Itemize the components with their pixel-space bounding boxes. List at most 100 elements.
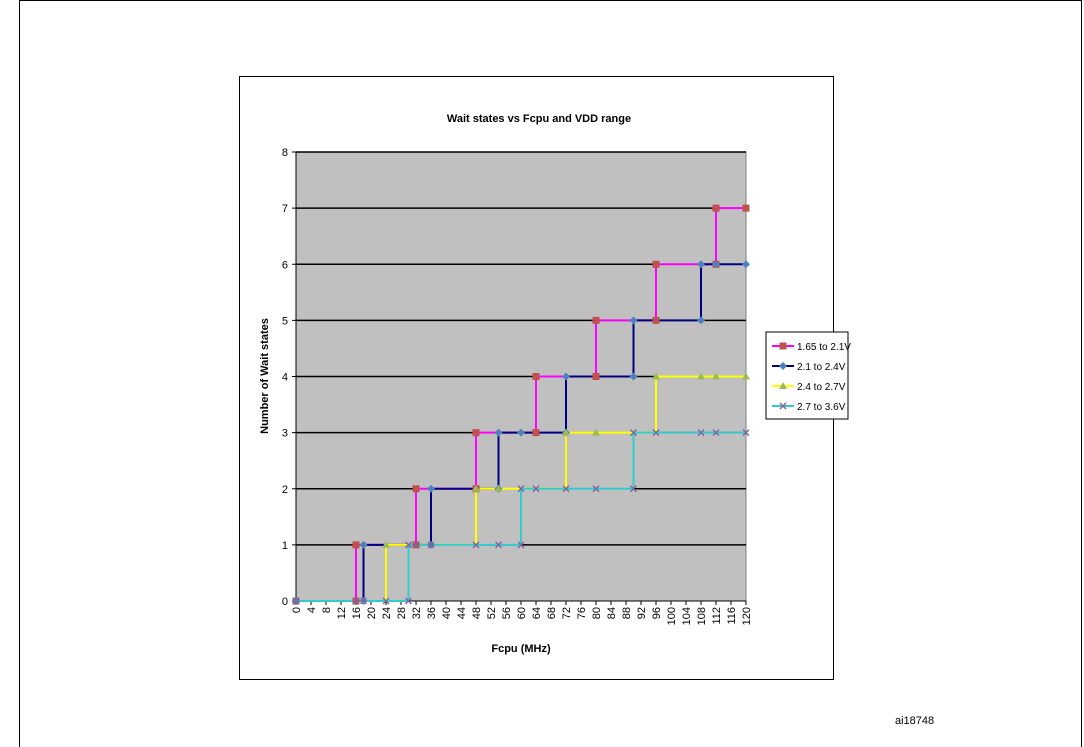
series-3-point (472, 541, 480, 549)
legend-marker-2 (779, 382, 787, 389)
series-2-point (382, 540, 390, 548)
x-tick-label: 4 (306, 607, 318, 613)
x-tick-label: 28 (396, 607, 408, 619)
series-1-point (629, 316, 638, 325)
x-tick-label: 108 (696, 607, 708, 625)
x-tick-label: 96 (651, 607, 663, 619)
series-3-point (712, 429, 720, 437)
legend-marker-1 (779, 362, 787, 370)
y-axis-label: Number of Wait states (259, 318, 271, 434)
x-tick-label: 44 (456, 607, 468, 619)
series-3-point (404, 597, 413, 605)
chart-title: Wait states vs Fcpu and VDD range (447, 113, 631, 125)
x-tick-label: 40 (441, 607, 453, 619)
series-line-1 (296, 263, 746, 602)
y-tick-label: 5 (282, 315, 288, 327)
x-tick-label: 112 (711, 607, 723, 625)
series-1-point (697, 260, 705, 269)
legend-marker-3 (779, 402, 787, 410)
x-tick-label: 88 (621, 607, 633, 619)
x-tick-label: 24 (381, 607, 393, 619)
series-1-point (562, 372, 570, 381)
y-tick-label: 7 (282, 203, 288, 215)
series-3-point (292, 597, 300, 605)
legend-marker-0 (779, 342, 787, 350)
series-1-point (494, 428, 503, 437)
series-0-point (532, 429, 540, 437)
x-tick-label: 84 (606, 607, 618, 619)
series-0-point (652, 260, 660, 268)
series-3-point (629, 429, 638, 437)
x-tick-label: 0 (291, 607, 303, 613)
x-tick-label: 92 (636, 607, 648, 619)
series-3-point (592, 485, 600, 493)
series-line-3 (296, 431, 746, 602)
legend-label-3: 2.7 to 3.6V (797, 402, 846, 413)
series-3-point (517, 541, 525, 549)
series-2-point (697, 372, 705, 380)
x-tick-label: 8 (321, 607, 333, 613)
x-tick-label: 16 (351, 607, 363, 619)
legend-label-1: 2.1 to 2.4V (797, 362, 846, 373)
series-3-point (629, 485, 638, 493)
series-0-point (472, 429, 480, 437)
page-frame (19, 0, 1082, 747)
x-tick-label: 72 (561, 607, 573, 619)
series-2-point (494, 484, 503, 492)
series-3-point (412, 541, 420, 549)
x-tick-label: 60 (516, 607, 528, 619)
figure-id: ai18748 (895, 715, 935, 727)
series-3-point (652, 429, 660, 437)
series-3-point (404, 541, 413, 549)
x-tick-label: 48 (471, 607, 483, 619)
x-tick-label: 56 (501, 607, 513, 619)
series-3-point (352, 597, 360, 605)
series-2-point (652, 372, 660, 380)
series-2-point (592, 428, 600, 436)
y-tick-label: 4 (282, 372, 288, 384)
series-1-point (427, 484, 435, 493)
x-tick-label: 12 (336, 607, 348, 619)
series-0-point (592, 373, 600, 380)
series-3-point (359, 597, 368, 605)
y-tick-label: 2 (282, 484, 288, 496)
series-3-point (494, 541, 503, 549)
series-3-point (427, 541, 435, 549)
x-tick-label: 120 (741, 607, 753, 625)
x-tick-label: 68 (546, 607, 558, 619)
x-tick-label: 116 (726, 607, 738, 625)
series-3-point (697, 429, 705, 437)
x-tick-label: 64 (531, 607, 543, 619)
series-3-point (562, 485, 570, 493)
y-tick-label: 8 (282, 147, 288, 159)
series-3-point (517, 485, 525, 493)
series-2-point (472, 484, 480, 492)
series-1-point (629, 372, 638, 381)
x-tick-label: 100 (666, 607, 678, 625)
series-0-point (592, 316, 600, 324)
x-tick-label: 20 (366, 607, 378, 619)
series-0-point (742, 204, 750, 212)
x-tick-label: 104 (681, 607, 693, 625)
x-tick-label: 80 (591, 607, 603, 619)
series-1-point (712, 260, 720, 269)
y-tick-label: 1 (282, 540, 288, 552)
series-0-point (532, 373, 540, 380)
x-tick-label: 36 (426, 607, 438, 619)
series-1-point (359, 540, 368, 549)
x-tick-label: 76 (576, 607, 588, 619)
y-tick-label: 0 (282, 596, 288, 608)
x-tick-label: 52 (486, 607, 498, 619)
series-2-point (562, 428, 570, 436)
series-2-point (712, 372, 720, 380)
series-1-point (742, 260, 750, 269)
series-3-point (742, 429, 750, 437)
series-1-point (517, 428, 525, 437)
legend-label-0: 1.65 to 2.1V (797, 342, 851, 353)
series-2-point (742, 372, 750, 380)
series-3-point (382, 597, 390, 605)
y-tick-label: 3 (282, 428, 288, 440)
series-0-point (712, 204, 720, 212)
y-tick-label: 6 (282, 259, 288, 271)
